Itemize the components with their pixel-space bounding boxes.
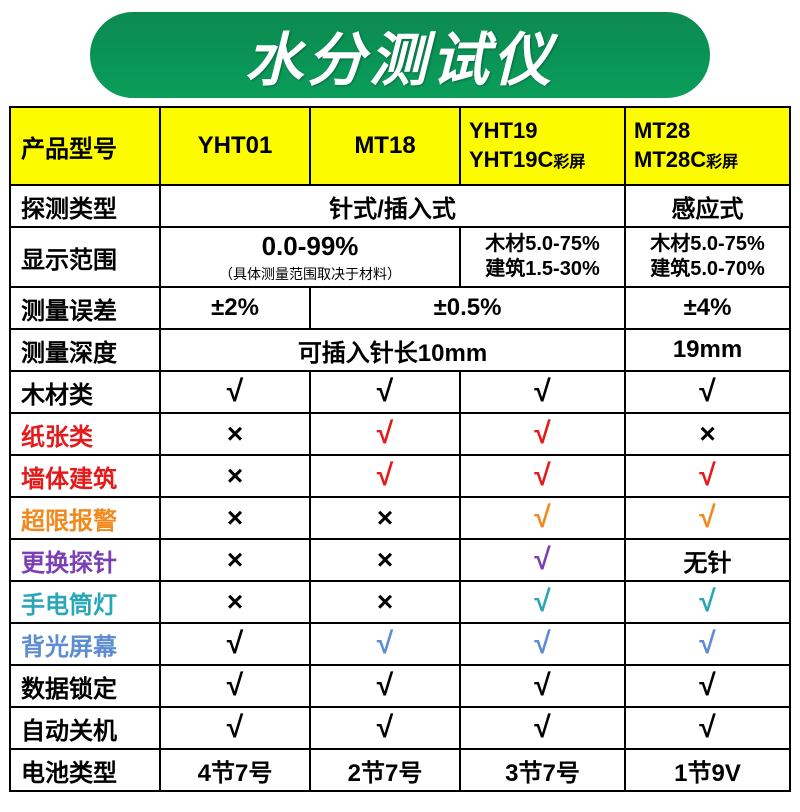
cell-autooff-c4: √ bbox=[625, 707, 790, 749]
cell-wood-c1: √ bbox=[160, 371, 310, 413]
cell-error-2: ±0.5% bbox=[310, 287, 625, 329]
cell-lock-c3: √ bbox=[460, 665, 625, 707]
cell-probe-c4: 无针 bbox=[625, 539, 790, 581]
cell-flash-c1: × bbox=[160, 581, 310, 623]
cell-probe-c3: √ bbox=[460, 539, 625, 581]
cell-paper-c1: × bbox=[160, 413, 310, 455]
row-flash: 手电筒灯××√√ bbox=[10, 581, 790, 623]
cell-error-1: ±2% bbox=[160, 287, 310, 329]
label-paper: 纸张类 bbox=[10, 413, 160, 455]
comparison-table: 产品型号 YHT01 MT18 YHT19 YHT19C彩屏 MT28 MT28… bbox=[9, 106, 791, 792]
cell-wall-c2: √ bbox=[310, 455, 460, 497]
title-banner: 水分测试仪 bbox=[90, 12, 710, 98]
cell-autooff-c2: √ bbox=[310, 707, 460, 749]
cell-backlit-c2: √ bbox=[310, 623, 460, 665]
cell-autooff-c1: √ bbox=[160, 707, 310, 749]
cell-flash-c2: × bbox=[310, 581, 460, 623]
row-paper: 纸张类×√√× bbox=[10, 413, 790, 455]
cell-flash-c4: √ bbox=[625, 581, 790, 623]
label-detect-type: 探测类型 bbox=[10, 185, 160, 227]
label-battery: 电池类型 bbox=[10, 749, 160, 791]
cell-detect-sensor: 感应式 bbox=[625, 185, 790, 227]
header-col-mt28: MT28 MT28C彩屏 bbox=[625, 107, 790, 185]
row-battery: 电池类型 4节7号 2节7号 3节7号 1节9V bbox=[10, 749, 790, 791]
cell-lock-c2: √ bbox=[310, 665, 460, 707]
cell-battery-2: 2节7号 bbox=[310, 749, 460, 791]
header-col-yht19: YHT19 YHT19C彩屏 bbox=[460, 107, 625, 185]
row-wall: 墙体建筑×√√√ bbox=[10, 455, 790, 497]
label-lock: 数据锁定 bbox=[10, 665, 160, 707]
cell-wall-c4: √ bbox=[625, 455, 790, 497]
page-title: 水分测试仪 bbox=[245, 13, 555, 97]
label-wood: 木材类 bbox=[10, 371, 160, 413]
row-backlit: 背光屏幕√√√√ bbox=[10, 623, 790, 665]
cell-probe-c1: × bbox=[160, 539, 310, 581]
cell-alarm-c3: √ bbox=[460, 497, 625, 539]
label-flash: 手电筒灯 bbox=[10, 581, 160, 623]
cell-detect-pin: 针式/插入式 bbox=[160, 185, 625, 227]
label-depth: 测量深度 bbox=[10, 329, 160, 371]
row-alarm: 超限报警××√√ bbox=[10, 497, 790, 539]
cell-backlit-c4: √ bbox=[625, 623, 790, 665]
cell-range-1: 0.0-99% （具体测量范围取决于材料） bbox=[160, 227, 460, 287]
cell-lock-c1: √ bbox=[160, 665, 310, 707]
row-probe: 更换探针××√无针 bbox=[10, 539, 790, 581]
cell-lock-c4: √ bbox=[625, 665, 790, 707]
header-col-mt18: MT18 bbox=[310, 107, 460, 185]
cell-error-3: ±4% bbox=[625, 287, 790, 329]
row-depth: 测量深度 可插入针长10mm 19mm bbox=[10, 329, 790, 371]
cell-battery-4: 1节9V bbox=[625, 749, 790, 791]
header-col-yht01: YHT01 bbox=[160, 107, 310, 185]
cell-paper-c3: √ bbox=[460, 413, 625, 455]
label-error: 测量误差 bbox=[10, 287, 160, 329]
cell-alarm-c4: √ bbox=[625, 497, 790, 539]
cell-alarm-c2: × bbox=[310, 497, 460, 539]
cell-autooff-c3: √ bbox=[460, 707, 625, 749]
cell-paper-c4: × bbox=[625, 413, 790, 455]
cell-flash-c3: √ bbox=[460, 581, 625, 623]
cell-probe-c2: × bbox=[310, 539, 460, 581]
header-model-label: 产品型号 bbox=[10, 107, 160, 185]
cell-wood-c3: √ bbox=[460, 371, 625, 413]
cell-wall-c3: √ bbox=[460, 455, 625, 497]
cell-depth-2: 19mm bbox=[625, 329, 790, 371]
row-display-range: 显示范围 0.0-99% （具体测量范围取决于材料） 木材5.0-75% 建筑1… bbox=[10, 227, 790, 287]
label-autooff: 自动关机 bbox=[10, 707, 160, 749]
row-error: 测量误差 ±2% ±0.5% ±4% bbox=[10, 287, 790, 329]
cell-wood-c2: √ bbox=[310, 371, 460, 413]
table-header-row: 产品型号 YHT01 MT18 YHT19 YHT19C彩屏 MT28 MT28… bbox=[10, 107, 790, 185]
cell-range-2: 木材5.0-75% 建筑1.5-30% bbox=[460, 227, 625, 287]
cell-alarm-c1: × bbox=[160, 497, 310, 539]
cell-battery-1: 4节7号 bbox=[160, 749, 310, 791]
row-wood: 木材类√√√√ bbox=[10, 371, 790, 413]
cell-wall-c1: × bbox=[160, 455, 310, 497]
row-autooff: 自动关机√√√√ bbox=[10, 707, 790, 749]
cell-backlit-c3: √ bbox=[460, 623, 625, 665]
cell-range-3: 木材5.0-75% 建筑5.0-70% bbox=[625, 227, 790, 287]
label-backlit: 背光屏幕 bbox=[10, 623, 160, 665]
cell-paper-c2: √ bbox=[310, 413, 460, 455]
label-wall: 墙体建筑 bbox=[10, 455, 160, 497]
label-probe: 更换探针 bbox=[10, 539, 160, 581]
cell-battery-3: 3节7号 bbox=[460, 749, 625, 791]
row-detect-type: 探测类型 针式/插入式 感应式 bbox=[10, 185, 790, 227]
cell-wood-c4: √ bbox=[625, 371, 790, 413]
label-alarm: 超限报警 bbox=[10, 497, 160, 539]
cell-depth-1: 可插入针长10mm bbox=[160, 329, 625, 371]
cell-backlit-c1: √ bbox=[160, 623, 310, 665]
label-display-range: 显示范围 bbox=[10, 227, 160, 287]
row-lock: 数据锁定√√√√ bbox=[10, 665, 790, 707]
